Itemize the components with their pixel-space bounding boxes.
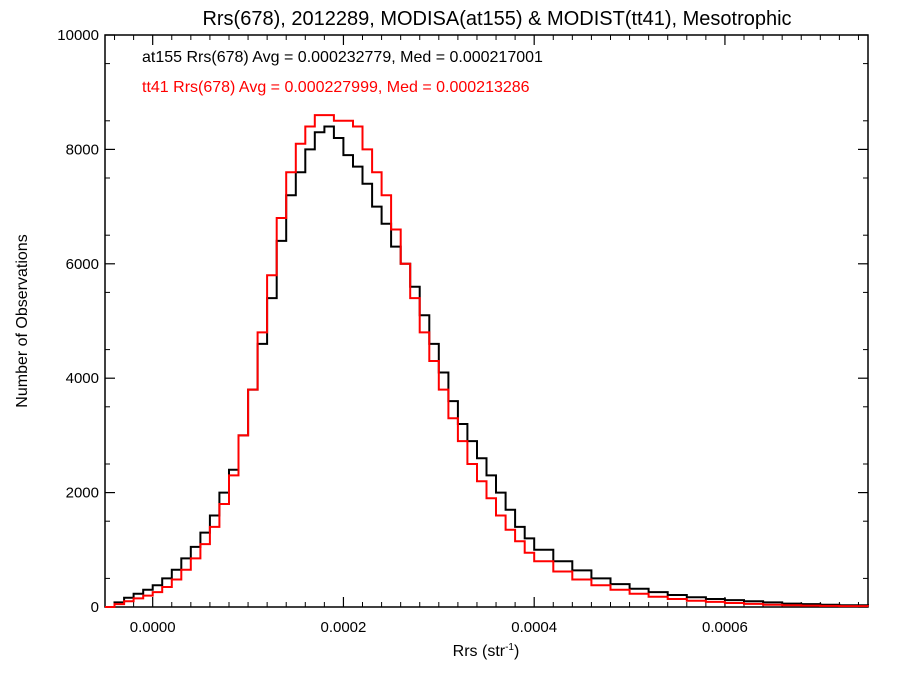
plot-frame: [104, 34, 869, 608]
x-tick-label: 0.0002: [320, 619, 366, 636]
x-tick-label: 0.0004: [511, 619, 557, 636]
x-axis-label-end: ): [514, 643, 519, 660]
y-axis: 0 2000 4000 6000 8000 10000: [57, 27, 868, 616]
y-axis-label: Number of Observations: [14, 234, 31, 407]
annotation-at155: at155 Rrs(678) Avg = 0.000232779, Med = …: [142, 49, 543, 66]
x-axis-label: Rrs (str-1): [453, 642, 520, 660]
y-tick-label: 10000: [57, 27, 99, 44]
x-axis-label-sup: -1: [505, 642, 514, 653]
series-at155-line: [105, 125, 869, 608]
chart-title: Rrs(678), 2012289, MODISA(at155) & MODIS…: [202, 8, 791, 30]
series-tt41-line: [105, 114, 869, 608]
x-axis: 0.0000 0.0002 0.0004 0.0006: [114, 35, 859, 636]
y-tick-label: 8000: [66, 141, 99, 158]
y-tick-label: 6000: [66, 256, 99, 273]
y-tick-label: 0: [91, 599, 99, 616]
y-tick-label: 4000: [66, 370, 99, 387]
series-layer: [105, 114, 869, 608]
annotation-tt41: tt41 Rrs(678) Avg = 0.000227999, Med = 0…: [142, 79, 530, 96]
y-tick-label: 2000: [66, 485, 99, 502]
x-tick-label: 0.0000: [130, 619, 176, 636]
x-axis-label-main: Rrs (str: [453, 643, 506, 660]
x-tick-label: 0.0006: [702, 619, 748, 636]
